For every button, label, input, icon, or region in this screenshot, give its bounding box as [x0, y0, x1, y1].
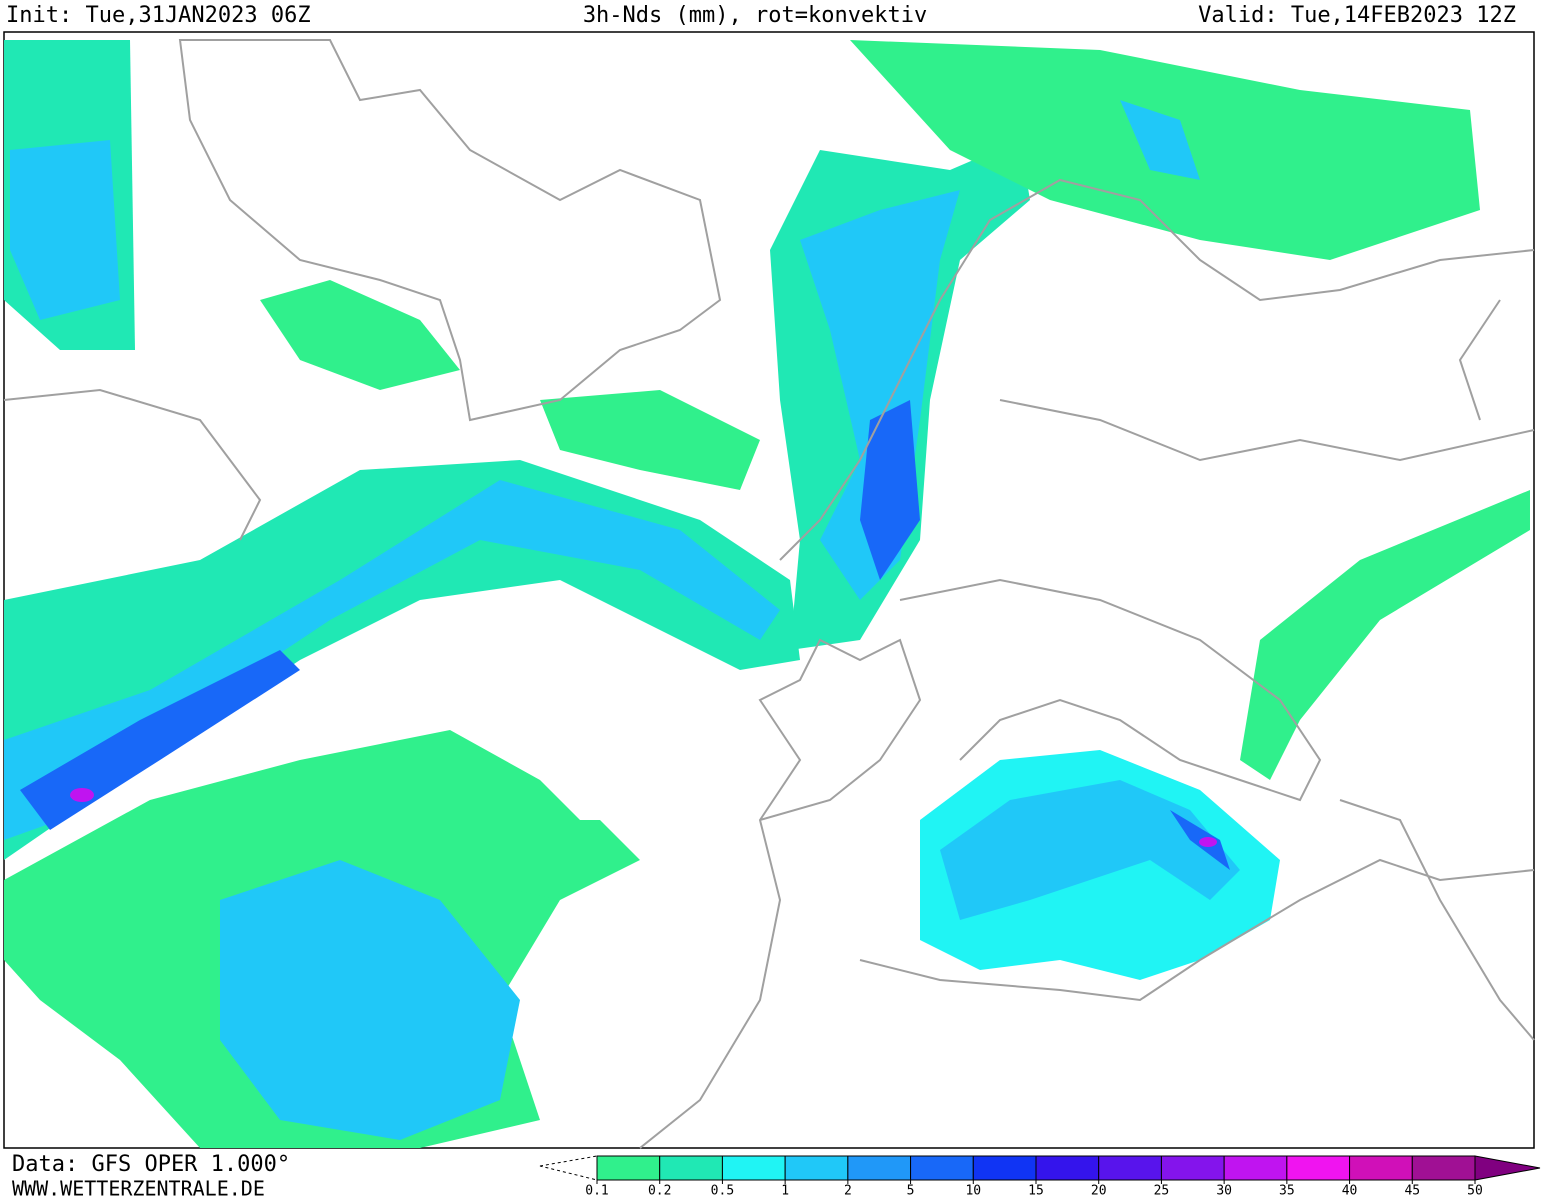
- precip-area: [10, 140, 120, 320]
- precip-core: [1199, 837, 1217, 847]
- coastline: [178, 39, 722, 422]
- legend-swatch: [596, 1155, 661, 1181]
- legend-tick-label: 2: [844, 1184, 852, 1199]
- legend-tick-label: 35: [1279, 1184, 1295, 1199]
- legend-swatch: [1286, 1155, 1351, 1181]
- legend-tick-label: 45: [1404, 1184, 1420, 1199]
- precipitation: [4, 40, 1530, 1148]
- border: [999, 399, 1535, 462]
- map-area: [3, 31, 1535, 1149]
- legend-tick-label: 50: [1467, 1184, 1483, 1199]
- legend-swatch: [1411, 1155, 1476, 1181]
- precip-core: [70, 788, 94, 802]
- valid-time: Valid: Tue,14FEB2023 12Z: [1198, 3, 1516, 28]
- precip-area: [1120, 100, 1200, 180]
- legend-tick-label: 1: [781, 1184, 789, 1199]
- coastline: [1339, 799, 1535, 1041]
- legend-swatch: [784, 1155, 849, 1181]
- init-time: Init: Tue,31JAN2023 06Z: [6, 3, 311, 28]
- precip-area: [220, 860, 520, 1140]
- legend-swatch: [847, 1155, 912, 1181]
- color-legend: 0.1 0.2 0.5 1 2 5 10 15 20 25 30 35 40 45 50: [539, 1155, 1541, 1199]
- precip-area: [4, 480, 780, 840]
- legend-swatch: [972, 1155, 1037, 1181]
- data-source: Data: GFS OPER 1.000°: [12, 1152, 290, 1177]
- precip-area: [20, 650, 300, 830]
- legend-tick-label: 15: [1028, 1184, 1044, 1199]
- legend-swatch: [910, 1155, 974, 1181]
- map-title: 3h-Nds (mm), rot=konvektiv: [583, 3, 927, 28]
- legend-tick-label: 30: [1216, 1184, 1232, 1199]
- precip-area: [860, 400, 920, 580]
- legend-tick-label: 5: [907, 1184, 915, 1199]
- precip-area: [440, 820, 640, 900]
- precip-area: [800, 190, 960, 600]
- legend-swatch: [1223, 1155, 1288, 1181]
- legend-tick-label: 0.2: [648, 1184, 671, 1199]
- legend-swatch: [1349, 1155, 1413, 1181]
- coastline: [859, 858, 1535, 1002]
- precip-area: [260, 280, 460, 390]
- legend-tick-label: 25: [1154, 1184, 1170, 1199]
- legend-swatch: [1098, 1155, 1162, 1181]
- coastline: [779, 178, 1535, 561]
- website: WWW.WETTERZENTRALE.DE: [12, 1177, 265, 1200]
- precip-area: [940, 780, 1240, 920]
- legend-tick-label: 10: [965, 1184, 981, 1199]
- precip-area: [1240, 490, 1530, 780]
- coastlines: [3, 39, 1535, 1149]
- precip-area: [540, 390, 760, 490]
- legend-tick-label: 40: [1342, 1184, 1358, 1199]
- legend-swatch: [721, 1155, 786, 1181]
- legend-tick-label: 0.5: [711, 1184, 734, 1199]
- coastline: [3, 388, 262, 541]
- border: [1458, 299, 1501, 421]
- legend-swatch: [1160, 1155, 1225, 1181]
- legend-upper-arrow: [1474, 1155, 1541, 1181]
- legend-swatch: [659, 1155, 723, 1181]
- legend-tick-label: 20: [1091, 1184, 1107, 1199]
- legend-swatch: [1035, 1155, 1100, 1181]
- legend-tick-label: 0.1: [585, 1184, 608, 1199]
- coastline: [899, 578, 1322, 802]
- coastline: [639, 638, 922, 1149]
